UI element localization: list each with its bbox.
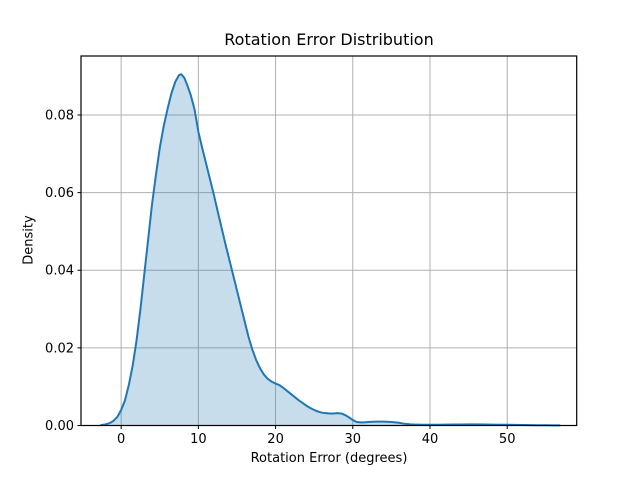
y-axis-label: Density: [21, 215, 37, 265]
y-tick-label: 0.08: [45, 108, 74, 123]
kde-area: [101, 74, 560, 426]
kde-line: [100, 73, 561, 427]
y-tick-label: 0.00: [45, 419, 74, 434]
y-tick-label: 0.06: [45, 186, 74, 201]
x-tick-label: 20: [267, 432, 284, 447]
x-tick-label: 10: [190, 432, 207, 447]
x-tick-label: 40: [422, 432, 439, 447]
chart-title: Rotation Error Distribution: [224, 30, 434, 49]
x-axis-label: Rotation Error (degrees): [250, 451, 408, 466]
x-tick-label: 0: [117, 432, 125, 447]
axes-spines: [80, 55, 578, 427]
y-tick-label: 0.04: [45, 264, 74, 279]
y-tick-label: 0.02: [45, 341, 74, 356]
x-tick-label: 30: [345, 432, 362, 447]
x-tick-label: 50: [499, 432, 516, 447]
